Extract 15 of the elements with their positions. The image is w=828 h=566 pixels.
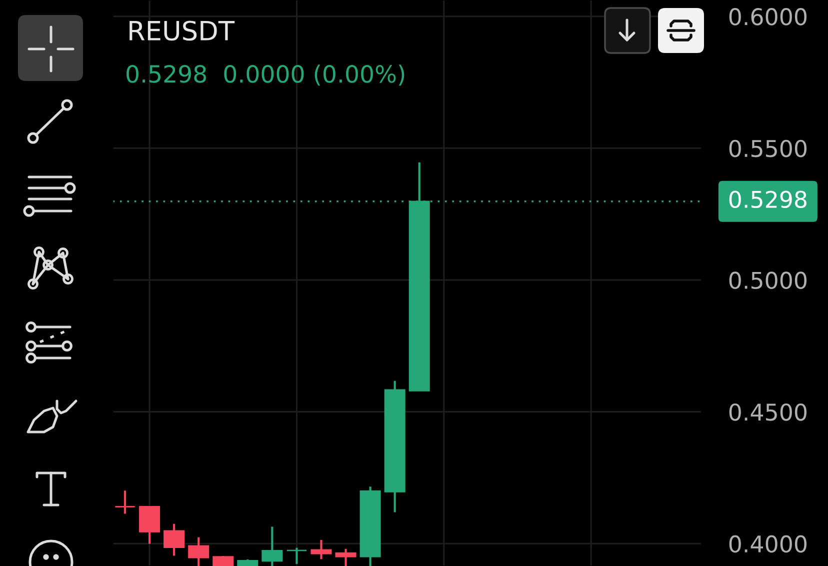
candlestick bbox=[262, 526, 283, 566]
candlestick bbox=[335, 548, 356, 566]
y-tick-label: 0.4000 bbox=[729, 535, 807, 553]
text: REUSDT bbox=[130, 20, 235, 41]
y-tick-label: 0.6000 bbox=[729, 8, 807, 26]
text: 0.5298 0.0000 (0.00%) bbox=[126, 64, 404, 86]
candlestick bbox=[188, 536, 210, 566]
candlestick bbox=[286, 546, 308, 565]
candlestick bbox=[164, 522, 185, 557]
y-tick-label: 0.5500 bbox=[729, 140, 807, 158]
y-tick-label: 0.5000 bbox=[729, 272, 807, 289]
ref-line-label: 0.5298 bbox=[729, 190, 806, 208]
y-tick-label: 0.4500 bbox=[729, 403, 807, 421]
candlestick bbox=[114, 490, 136, 515]
candlestick bbox=[310, 538, 332, 560]
